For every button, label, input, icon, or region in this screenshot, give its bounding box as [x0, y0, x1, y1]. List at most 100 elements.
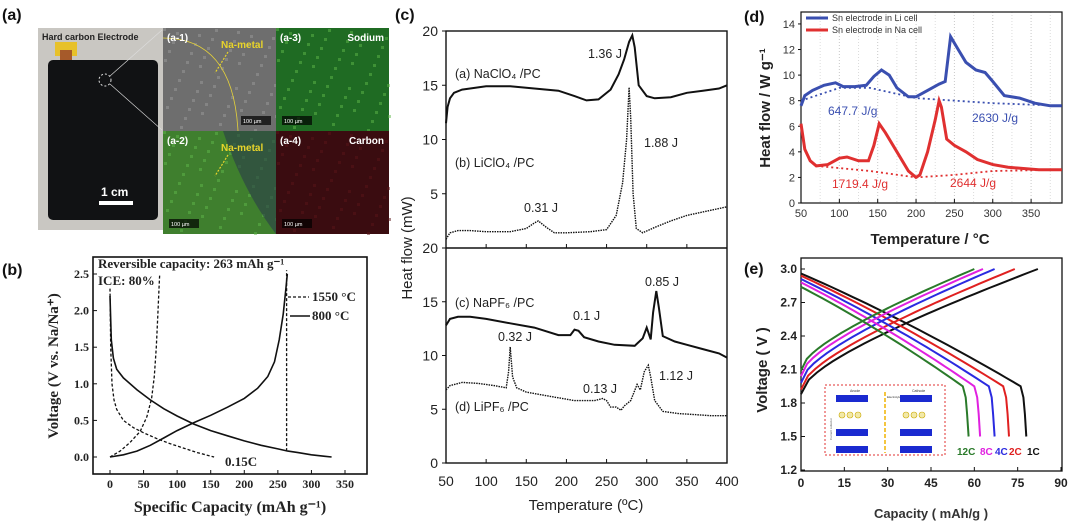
x-tick-label: 150 [869, 208, 887, 220]
series-line-1-0 [445, 290, 728, 359]
x-tick-label: 150 [202, 477, 220, 491]
inset-anode-label: Anode [850, 389, 860, 393]
tile-texture [180, 229, 183, 232]
annotation-0.32J: 0.32 J [498, 330, 532, 344]
annotation-0.1J: 0.1 J [573, 309, 600, 323]
y-tick-label: 6 [789, 121, 795, 133]
scale-label: 100 µm [243, 119, 262, 125]
tile-texture [289, 32, 292, 35]
tile-texture [381, 46, 384, 49]
charge-curve-8C [800, 268, 984, 377]
na-metal-label: Na-metal [221, 143, 263, 154]
panel-label-b: (b) [2, 262, 22, 279]
tile-texture [176, 135, 179, 138]
x-tick-label: 400 [715, 473, 739, 489]
sem-tile-a-3: (a-3) Sodium 100 µm [276, 28, 391, 132]
tile-label: (a-3) [280, 33, 301, 44]
tile-texture [318, 103, 321, 106]
tile-texture [326, 85, 329, 88]
tile-texture [387, 187, 390, 190]
inset-ion [902, 411, 910, 419]
tile-texture [250, 35, 253, 38]
tile-texture [342, 152, 345, 155]
tile-label: (a-4) [280, 136, 301, 147]
tile-texture [235, 87, 238, 90]
tile-texture [211, 38, 214, 41]
y-tick-label: 0.5 [74, 413, 89, 427]
tile-texture [198, 34, 201, 37]
y-tick-label: 2.5 [74, 267, 89, 281]
x-tick-label: 60 [968, 476, 982, 490]
series-label-liclo4: (b) LiClO₄ /PC [455, 156, 534, 170]
tile-texture [316, 159, 319, 162]
y-tick-label: 3.0 [780, 262, 797, 276]
x-tick-label: 100 [168, 477, 186, 491]
tile-texture [283, 97, 286, 100]
tile-texture [192, 202, 195, 205]
tile-texture [379, 205, 382, 208]
discharge-curve-2C [800, 274, 1010, 437]
tile-texture [215, 132, 218, 135]
tile-texture [332, 123, 335, 126]
tile-texture [203, 159, 206, 162]
tile-texture [340, 105, 343, 108]
panel-label-c: (c) [395, 7, 415, 24]
discharge-curve-12C [800, 286, 970, 437]
series-line-2 [109, 288, 215, 458]
photo-scale-label: 1 cm [101, 185, 128, 199]
tile-texture [221, 67, 224, 70]
tile-texture [348, 87, 351, 90]
tile-texture [227, 105, 230, 108]
tile-texture [303, 52, 306, 55]
tile-texture [163, 28, 166, 31]
tile-texture [322, 94, 325, 97]
tile-texture [299, 164, 302, 167]
inset-cathode-layer [900, 395, 932, 402]
x-axis-label: Specific Capacity (mAh g⁻¹) [134, 499, 326, 516]
x-tick-label: 100 [830, 208, 848, 220]
y-tick-label: 1.2 [780, 463, 797, 477]
tile-texture [373, 64, 376, 67]
annotation-647.7: 647.7 J/g [828, 104, 877, 118]
x-tick-label: 300 [635, 473, 659, 489]
tile-texture [209, 94, 212, 97]
tile-label: (a-2) [167, 136, 188, 147]
plot-frame [445, 30, 728, 464]
tile-texture [225, 161, 228, 164]
tile-texture [311, 34, 314, 37]
tile-texture [246, 44, 249, 47]
scale-box [282, 219, 312, 228]
tile-texture [365, 82, 368, 85]
tile-texture [266, 102, 269, 105]
x-tick-label: 50 [138, 477, 150, 491]
tile-texture [381, 149, 384, 152]
tile-texture [350, 134, 353, 137]
tile-texture [346, 40, 349, 43]
tile-texture [365, 185, 368, 188]
tile-texture [240, 109, 243, 112]
tile-texture [205, 206, 208, 209]
x-tick-label: 250 [945, 208, 963, 220]
tile-texture [383, 196, 386, 199]
tile-texture [373, 167, 376, 170]
tile-texture [203, 56, 206, 59]
y-tick-label: 0.0 [74, 450, 89, 464]
series-line-0-0 [445, 32, 728, 124]
charge-curve-4C [800, 268, 995, 384]
x-tick-label: 50 [795, 208, 807, 220]
annotation-1.36J: 1.36 J [588, 47, 622, 61]
tile-texture [225, 58, 228, 61]
y-tick-label: 0 [789, 198, 795, 210]
tile-texture [180, 126, 183, 129]
tile-texture [207, 150, 210, 153]
chart-e: 0 15 30 45 60 75 90 1.2 1.5 1.8 2.1 2.4 2.7 3.0 12C 8C 4… [754, 257, 1068, 521]
plot-frame [92, 256, 368, 475]
tile-image [163, 28, 276, 131]
tile-texture [166, 106, 169, 109]
inset-cathode-layer [900, 429, 932, 436]
x-tick-label: 350 [336, 477, 354, 491]
inset-electrolyte-label: Electrolyte [887, 395, 901, 399]
y-tick-label: 20 [422, 23, 438, 39]
tile-texture [309, 193, 312, 196]
y-tick-label: 1.5 [780, 430, 797, 444]
